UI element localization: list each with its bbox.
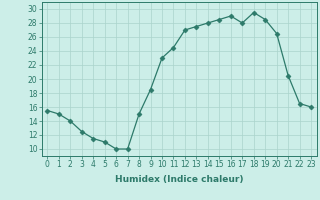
X-axis label: Humidex (Indice chaleur): Humidex (Indice chaleur)	[115, 175, 244, 184]
